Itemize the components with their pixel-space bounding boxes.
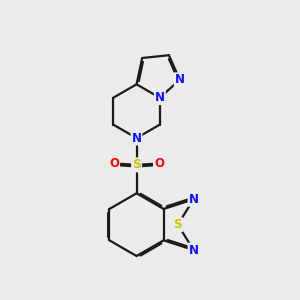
- Text: N: N: [188, 193, 199, 206]
- Text: S: S: [174, 218, 182, 231]
- Text: N: N: [132, 132, 142, 145]
- Text: O: O: [109, 157, 119, 170]
- Text: N: N: [175, 73, 185, 86]
- Text: S: S: [132, 158, 141, 171]
- Text: N: N: [155, 91, 165, 104]
- Text: N: N: [188, 244, 199, 256]
- Text: O: O: [154, 157, 164, 170]
